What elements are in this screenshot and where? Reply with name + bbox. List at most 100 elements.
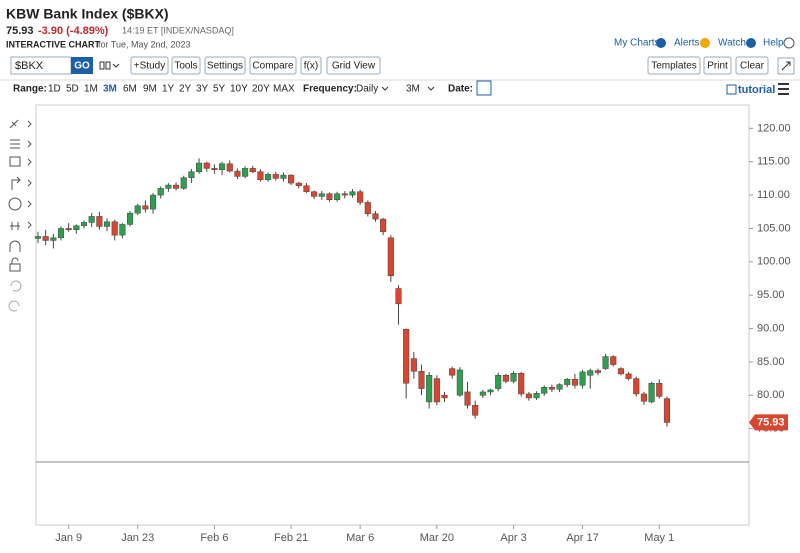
- candle-body: [587, 370, 594, 376]
- candle-body: [364, 202, 371, 215]
- toolbar-button[interactable]: [703, 56, 732, 75]
- menu-icon[interactable]: [778, 83, 789, 95]
- candle-body: [510, 373, 517, 382]
- top-link[interactable]: Watch: [718, 38, 746, 49]
- price-tag-label: 75.93: [757, 416, 785, 428]
- frequency[interactable]: Daily: [356, 84, 378, 95]
- go-button[interactable]: [71, 57, 93, 74]
- y-tick-label: 110.00: [757, 189, 790, 201]
- candle-body: [134, 205, 141, 214]
- candle-body: [495, 375, 502, 389]
- candle-body: [556, 384, 563, 390]
- toolbar-button[interactable]: [130, 56, 169, 75]
- x-tick-label: Jan 23: [121, 532, 154, 544]
- candle-body: [295, 182, 302, 186]
- candle-body: [610, 356, 617, 365]
- link-icon: [700, 38, 710, 48]
- candle-body: [203, 162, 210, 169]
- drawing-tools: [8, 119, 32, 312]
- candle-body: [648, 383, 655, 403]
- toolbar-button[interactable]: [204, 56, 246, 75]
- candle-body: [441, 395, 448, 399]
- toolbar-button[interactable]: [171, 56, 201, 75]
- y-tick-label: 120.00: [757, 122, 791, 134]
- x-tick-label: Feb 21: [274, 532, 308, 544]
- expand-icon: [781, 61, 791, 71]
- link-icon: [656, 38, 666, 48]
- candle-body: [533, 393, 540, 399]
- button-label: Settings: [207, 61, 243, 72]
- top-link[interactable]: My Charts: [614, 38, 660, 49]
- candle-body: [617, 368, 624, 375]
- change: -3.90 (-4.89%): [38, 25, 109, 37]
- link-icon: [783, 37, 795, 49]
- candle-body: [633, 378, 640, 395]
- candle-body: [103, 221, 111, 227]
- candle-body: [640, 393, 647, 402]
- candle-body: [387, 237, 394, 277]
- period[interactable]: 3M: [406, 84, 420, 95]
- candle-body: [265, 174, 272, 180]
- toolbar-button[interactable]: [300, 56, 322, 75]
- candle-body: [579, 371, 586, 386]
- candle-body: [311, 191, 318, 197]
- chart-date: for Tue, May 2nd, 2023: [98, 39, 191, 49]
- candle-body: [656, 383, 663, 397]
- link-icon: [746, 38, 756, 48]
- candle-body: [602, 356, 609, 369]
- range-option[interactable]: 1Y: [162, 84, 175, 95]
- candle-body: [502, 375, 509, 382]
- view-toggle[interactable]: [96, 57, 120, 74]
- candle-body: [341, 193, 348, 196]
- candle-body: [142, 205, 149, 210]
- range-option[interactable]: 3M: [103, 84, 117, 95]
- x-tick-label: Jan 9: [55, 532, 82, 544]
- range-option[interactable]: 5D: [66, 84, 79, 95]
- dropdown-arrow: [381, 86, 389, 91]
- toolbar-button[interactable]: [249, 56, 297, 75]
- candle-body: [65, 228, 72, 231]
- candle-body: [226, 163, 233, 172]
- candle-body: [410, 358, 417, 372]
- range-option[interactable]: MAX: [273, 84, 295, 95]
- candle-body: [380, 218, 387, 233]
- candle-body: [318, 193, 325, 197]
- range-option[interactable]: 3Y: [196, 84, 209, 95]
- range-option[interactable]: 20Y: [252, 84, 270, 95]
- candle-body: [625, 373, 632, 379]
- candle-body: [188, 171, 195, 178]
- range-option[interactable]: 2Y: [179, 84, 192, 95]
- candle-body: [157, 188, 164, 196]
- range-option[interactable]: 9M: [143, 84, 157, 95]
- range-option[interactable]: 5Y: [213, 84, 226, 95]
- range-option[interactable]: 10Y: [230, 84, 248, 95]
- candle-body: [280, 174, 287, 179]
- x-tick-label: Apr 17: [566, 532, 598, 544]
- x-tick-label: Mar 6: [346, 532, 374, 544]
- candle-body: [126, 212, 134, 225]
- candle-body: [288, 174, 295, 184]
- candle-body: [57, 228, 65, 239]
- button-label: Templates: [651, 61, 697, 72]
- candle-body: [487, 389, 494, 393]
- range-option[interactable]: 6M: [123, 84, 137, 95]
- top-link[interactable]: Help: [763, 38, 784, 49]
- candle-body: [449, 368, 456, 376]
- button-label: Tools: [174, 61, 197, 72]
- tutorial[interactable]: tutorial: [738, 84, 775, 96]
- candle-body: [111, 221, 118, 236]
- toolbar-button[interactable]: [326, 56, 381, 75]
- price: 75.93: [6, 25, 34, 37]
- range-option[interactable]: 1D: [48, 84, 61, 95]
- y-tick-label: 105.00: [757, 222, 791, 234]
- candle-body: [564, 379, 571, 385]
- toolbar-button[interactable]: [647, 56, 701, 75]
- dropdown-arrow: [427, 86, 435, 91]
- range-option[interactable]: 1M: [84, 84, 98, 95]
- candle-body: [525, 393, 532, 399]
- symbol: $BKX: [15, 60, 44, 72]
- top-link[interactable]: Alerts: [674, 38, 700, 49]
- calendar-icon[interactable]: [476, 80, 492, 96]
- toolbar-button[interactable]: [735, 56, 769, 75]
